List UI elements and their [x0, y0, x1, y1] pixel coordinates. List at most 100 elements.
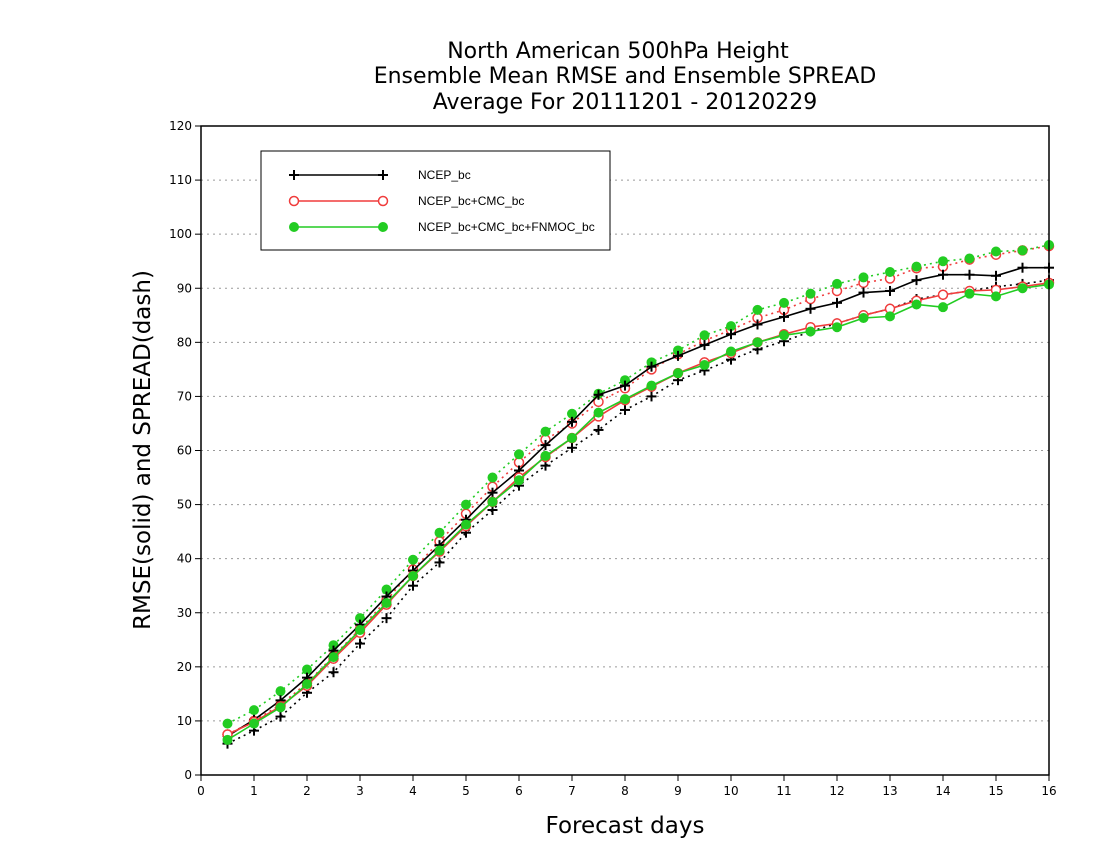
series-line-ncep-bc-cmc-bc-fnmoc-bc-spread	[227, 244, 1050, 725]
data-point-ncep-bc-rmse	[885, 285, 895, 296]
data-point-ncep-bc-cmc-bc-fnmoc-bc-spread	[858, 272, 869, 283]
data-point-ncep-bc-cmc-bc-fnmoc-bc-rmse	[302, 679, 312, 690]
x-tick-label: 0	[197, 784, 205, 798]
data-point-ncep-bc-cmc-bc-fnmoc-bc-spread	[434, 527, 445, 538]
series-line-ncep-bc-rmse	[227, 266, 1049, 737]
x-tick-label: 5	[462, 784, 470, 798]
data-point-ncep-bc-rmse	[858, 287, 869, 298]
x-tick-label: 4	[409, 784, 417, 798]
legend-marker	[378, 170, 388, 180]
y-tick-label: 70	[177, 389, 192, 403]
data-point-ncep-bc-cmc-bc-fnmoc-bc-rmse	[249, 718, 259, 729]
series-line-ncep-bc-spread	[227, 279, 1050, 745]
x-tick-label: 14	[935, 784, 950, 798]
y-tick-label: 10	[177, 714, 192, 728]
series-line-ncep-bc-cmc-bc-rmse	[227, 282, 1050, 736]
data-point-ncep-bc-cmc-bc-fnmoc-bc-spread	[408, 554, 418, 565]
data-point-ncep-bc-cmc-bc-fnmoc-bc-rmse	[275, 702, 286, 713]
data-point-ncep-bc-cmc-bc-fnmoc-bc-rmse	[911, 299, 922, 310]
data-point-ncep-bc-cmc-bc-fnmoc-bc-rmse	[779, 330, 789, 341]
gridlines	[201, 179, 1049, 722]
data-point-ncep-bc-rmse	[567, 416, 577, 427]
data-point-ncep-bc-cmc-bc-fnmoc-bc-spread	[991, 246, 1001, 257]
series-ncep-bc-cmc-bc-fnmoc-bc-spread	[222, 239, 1054, 729]
data-point-ncep-bc-cmc-bc-fnmoc-bc-rmse	[487, 496, 498, 507]
data-point-ncep-bc-cmc-bc-fnmoc-bc-rmse	[514, 475, 524, 486]
data-point-ncep-bc-cmc-bc-fnmoc-bc-spread	[885, 267, 895, 278]
data-point-ncep-bc-rmse	[1017, 262, 1028, 273]
data-point-ncep-bc-cmc-bc-fnmoc-bc-rmse	[991, 291, 1001, 302]
x-tick-label: 15	[988, 784, 1003, 798]
y-axis-label: RMSE(solid) and SPREAD(dash)	[130, 270, 156, 630]
x-tick-label: 1	[250, 784, 258, 798]
data-point-ncep-bc-cmc-bc-fnmoc-bc-spread	[249, 705, 259, 716]
legend-marker	[377, 195, 389, 207]
x-tick-label: 6	[515, 784, 523, 798]
y-tick-label: 110	[169, 173, 192, 187]
data-point-ncep-bc-cmc-bc-fnmoc-bc-rmse	[381, 598, 392, 609]
x-tick-label: 3	[356, 784, 364, 798]
data-point-ncep-bc-cmc-bc-fnmoc-bc-rmse	[752, 337, 763, 348]
y-tick-label: 90	[177, 281, 192, 295]
x-tick-label: 12	[829, 784, 844, 798]
data-point-ncep-bc-spread	[434, 557, 445, 568]
legend-item: NCEP_bc+CMC_bc	[288, 194, 524, 208]
data-point-ncep-bc-cmc-bc-fnmoc-bc-rmse	[434, 545, 445, 556]
data-point-ncep-bc-cmc-bc-fnmoc-bc-spread	[805, 288, 816, 299]
x-axis-label: Forecast days	[546, 813, 705, 839]
data-point-ncep-bc-cmc-bc-fnmoc-bc-rmse	[673, 368, 683, 379]
data-point-ncep-bc-cmc-bc-fnmoc-bc-rmse	[328, 652, 339, 663]
series-line-ncep-bc-cmc-bc-spread	[227, 245, 1050, 736]
data-point-ncep-bc-cmc-bc-fnmoc-bc-rmse	[593, 407, 604, 418]
x-tick-label: 9	[674, 784, 682, 798]
chart-title-line-1: North American 500hPa Height	[447, 39, 789, 64]
data-point-ncep-bc-cmc-bc-fnmoc-bc-rmse	[964, 288, 975, 299]
series-ncep-bc-spread	[222, 275, 1054, 749]
x-tick-label: 10	[723, 784, 738, 798]
y-tick-label: 50	[177, 498, 192, 512]
data-point-ncep-bc-cmc-bc-fnmoc-bc-spread	[514, 449, 524, 460]
series-ncep-bc-rmse	[222, 262, 1054, 742]
x-tick-label: 8	[621, 784, 629, 798]
data-point-ncep-bc-cmc-bc-fnmoc-bc-spread	[487, 472, 498, 483]
data-point-ncep-bc-rmse	[805, 303, 816, 314]
data-point-ncep-bc-rmse	[699, 340, 710, 351]
data-point-ncep-bc-rmse	[673, 350, 683, 361]
legend-item: NCEP_bc	[289, 168, 471, 182]
chart-title-line-2: Ensemble Mean RMSE and Ensemble SPREAD	[374, 64, 877, 89]
data-point-ncep-bc-cmc-bc-fnmoc-bc-spread	[275, 686, 286, 697]
data-point-ncep-bc-cmc-bc-fnmoc-bc-spread	[540, 426, 551, 437]
series-line-ncep-bc-cmc-bc-fnmoc-bc-rmse	[227, 283, 1050, 741]
data-point-ncep-bc-cmc-bc-fnmoc-bc-rmse	[620, 394, 630, 405]
data-point-ncep-bc-spread	[620, 404, 630, 415]
data-point-ncep-bc-cmc-bc-fnmoc-bc-rmse	[355, 625, 365, 636]
data-point-ncep-bc-cmc-bc-fnmoc-bc-rmse	[805, 326, 816, 337]
y-tick-label: 100	[169, 227, 192, 241]
data-point-ncep-bc-cmc-bc-fnmoc-bc-spread	[222, 718, 233, 729]
data-point-ncep-bc-rmse	[540, 440, 551, 451]
data-point-ncep-bc-spread	[328, 667, 339, 678]
y-tick-label: 60	[177, 444, 192, 458]
data-point-ncep-bc-cmc-bc-fnmoc-bc-rmse	[699, 360, 710, 371]
y-tick-label: 20	[177, 660, 192, 674]
data-point-ncep-bc-rmse	[832, 297, 842, 308]
y-tick-label: 120	[169, 119, 192, 133]
x-tick-label: 2	[303, 784, 311, 798]
data-point-ncep-bc-cmc-bc-fnmoc-bc-rmse	[222, 734, 233, 745]
data-point-ncep-bc-cmc-bc-fnmoc-bc-spread	[964, 253, 975, 264]
legend-item: NCEP_bc+CMC_bc+FNMOC_bc	[289, 220, 595, 234]
x-tick-label: 11	[776, 784, 791, 798]
data-point-ncep-bc-rmse	[646, 361, 657, 372]
y-tick-label: 0	[184, 768, 192, 782]
plot-frame	[200, 125, 1050, 776]
data-point-ncep-bc-spread	[646, 391, 657, 402]
data-point-ncep-bc-cmc-bc-fnmoc-bc-spread	[779, 297, 789, 308]
data-point-ncep-bc-cmc-bc-fnmoc-bc-spread	[699, 330, 710, 341]
data-point-ncep-bc-spread	[408, 580, 418, 591]
data-point-ncep-bc-cmc-bc-fnmoc-bc-spread	[911, 261, 922, 272]
legend-marker	[289, 170, 299, 180]
data-point-ncep-bc-cmc-bc-fnmoc-bc-rmse	[1017, 283, 1028, 294]
data-point-ncep-bc-rmse	[779, 311, 789, 322]
data-point-ncep-bc-cmc-bc-fnmoc-bc-rmse	[726, 346, 736, 357]
